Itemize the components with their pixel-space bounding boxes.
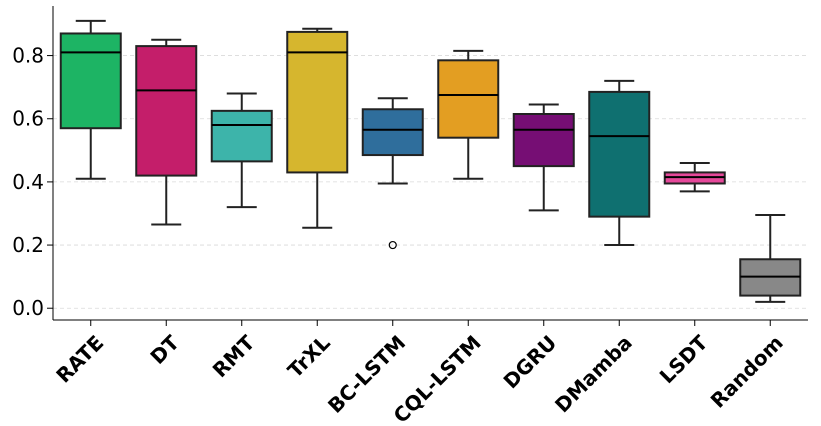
box-bc-lstm: [361, 97, 424, 250]
box-dgru: [512, 103, 575, 212]
box-iqr: [512, 113, 575, 168]
x-tick-label: DT: [145, 330, 184, 369]
box-iqr: [210, 109, 273, 163]
box-iqr: [59, 32, 122, 130]
x-tick-label: DGRU: [499, 331, 562, 394]
box-iqr: [135, 45, 198, 177]
box-cql-lstm: [437, 49, 500, 180]
box-trxl: [286, 27, 349, 229]
box-dmamba: [588, 79, 651, 247]
box-rate: [59, 19, 122, 180]
y-axis-ticks: 0.0 0.2 0.4 0.6 0.8: [12, 44, 53, 320]
box-iqr: [588, 90, 651, 218]
y-tick-label: 0.2: [12, 233, 44, 257]
y-tick-label: 0.4: [12, 170, 44, 194]
x-tick-label: DMamba: [550, 331, 637, 418]
x-tick-label: RATE: [51, 331, 108, 388]
y-tick-label: 0.0: [12, 296, 44, 320]
x-tick-label: TrXL: [283, 330, 335, 382]
y-tick-label: 0.8: [12, 44, 44, 68]
box-rmt: [210, 92, 273, 209]
box-series: [59, 19, 802, 303]
y-tick-label: 0.6: [12, 107, 44, 131]
x-tick-label: Random: [706, 331, 788, 413]
x-tick-label: RMT: [208, 330, 260, 382]
box-dt: [135, 38, 198, 226]
box-iqr: [361, 108, 424, 157]
box-iqr: [286, 30, 349, 174]
outlier-point: [388, 240, 397, 250]
axes: [52, 6, 808, 321]
box-random: [739, 214, 802, 303]
box-lsdt: [663, 161, 726, 193]
x-tick-label: LSDT: [655, 330, 713, 388]
box-iqr: [437, 59, 500, 139]
